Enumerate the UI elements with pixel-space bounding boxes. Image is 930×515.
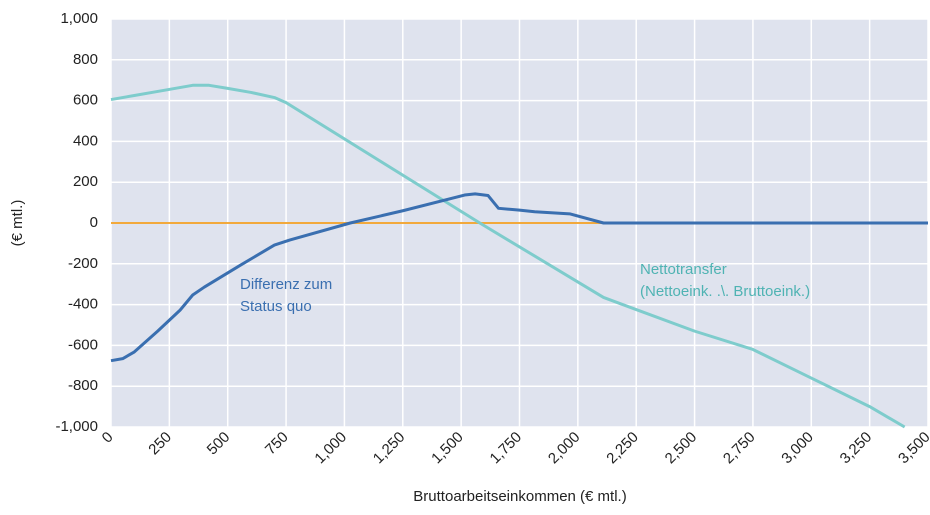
y-tick-label: 1,000: [60, 10, 98, 27]
y-tick-label: -800: [68, 377, 98, 394]
y-tick-label: -600: [68, 336, 98, 353]
y-tick-label: -400: [68, 296, 98, 313]
x-tick-label: 2,000: [545, 429, 584, 468]
line-series: [110, 192, 928, 363]
annotation: (Nettoeink. .\. Bruttoeink.): [640, 283, 810, 300]
x-tick-label: 1,750: [487, 429, 526, 468]
y-tick-label: -200: [68, 255, 98, 272]
annotation: Differenz zum: [240, 276, 332, 293]
line-series: [110, 83, 906, 429]
x-tick-label: 2,750: [720, 429, 759, 468]
y-tick-label: 800: [73, 51, 98, 68]
y-axis-label: (€ mtl.): [9, 200, 26, 247]
y-tick-label: 400: [73, 132, 98, 149]
y-tick-label: 600: [73, 92, 98, 109]
annotation: Nettotransfer: [640, 261, 727, 278]
x-tick-label: 1,500: [428, 429, 467, 468]
annotation: Status quo: [240, 298, 312, 315]
x-tick-label: 0: [99, 429, 117, 447]
x-tick-label: 1,000: [311, 429, 350, 468]
x-tick-label: 3,500: [895, 429, 930, 468]
y-tick-label: -1,000: [55, 418, 98, 435]
x-tick-label: 1,250: [370, 429, 409, 468]
x-tick-label: 2,500: [662, 429, 701, 468]
x-axis-label: Bruttoarbeitseinkommen (€ mtl.): [413, 488, 626, 505]
y-tick-label: 0: [90, 214, 98, 231]
x-tick-label: 250: [145, 429, 175, 459]
y-tick-label: 200: [73, 173, 98, 190]
x-tick-label: 3,000: [778, 429, 817, 468]
x-tick-label: 3,250: [837, 429, 876, 468]
x-tick-label: 500: [204, 429, 234, 459]
x-tick-label: 2,250: [603, 429, 642, 468]
x-tick-label: 750: [262, 429, 292, 459]
